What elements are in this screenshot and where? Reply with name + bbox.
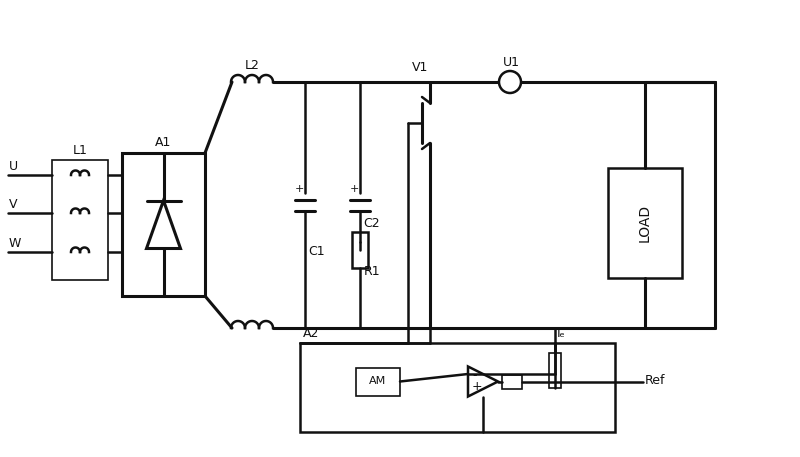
- Text: V: V: [9, 198, 18, 211]
- Text: Ref: Ref: [645, 374, 666, 387]
- Text: AM: AM: [370, 377, 386, 387]
- Bar: [352, 232, 368, 268]
- Text: L2: L2: [245, 59, 259, 72]
- Bar: [608, 168, 682, 278]
- Text: L1: L1: [73, 144, 87, 157]
- Bar: [52, 160, 108, 280]
- Text: A2: A2: [303, 327, 319, 340]
- Bar: [502, 374, 522, 388]
- Bar: [122, 153, 205, 296]
- Text: W: W: [9, 237, 22, 250]
- Bar: [549, 353, 561, 388]
- Text: +: +: [350, 184, 359, 194]
- Text: V1: V1: [412, 61, 428, 74]
- Text: Iₑ: Iₑ: [557, 327, 566, 340]
- Text: U1: U1: [502, 56, 519, 69]
- Text: A1: A1: [155, 136, 171, 149]
- Bar: [356, 367, 400, 395]
- Text: -: -: [472, 370, 477, 383]
- Text: LOAD: LOAD: [638, 204, 652, 242]
- Text: C2: C2: [363, 217, 380, 230]
- Text: U: U: [9, 160, 18, 173]
- Text: +: +: [295, 184, 304, 194]
- Text: +: +: [472, 381, 482, 393]
- Text: C1: C1: [308, 245, 325, 258]
- Bar: [300, 343, 615, 432]
- Text: R1: R1: [364, 265, 381, 278]
